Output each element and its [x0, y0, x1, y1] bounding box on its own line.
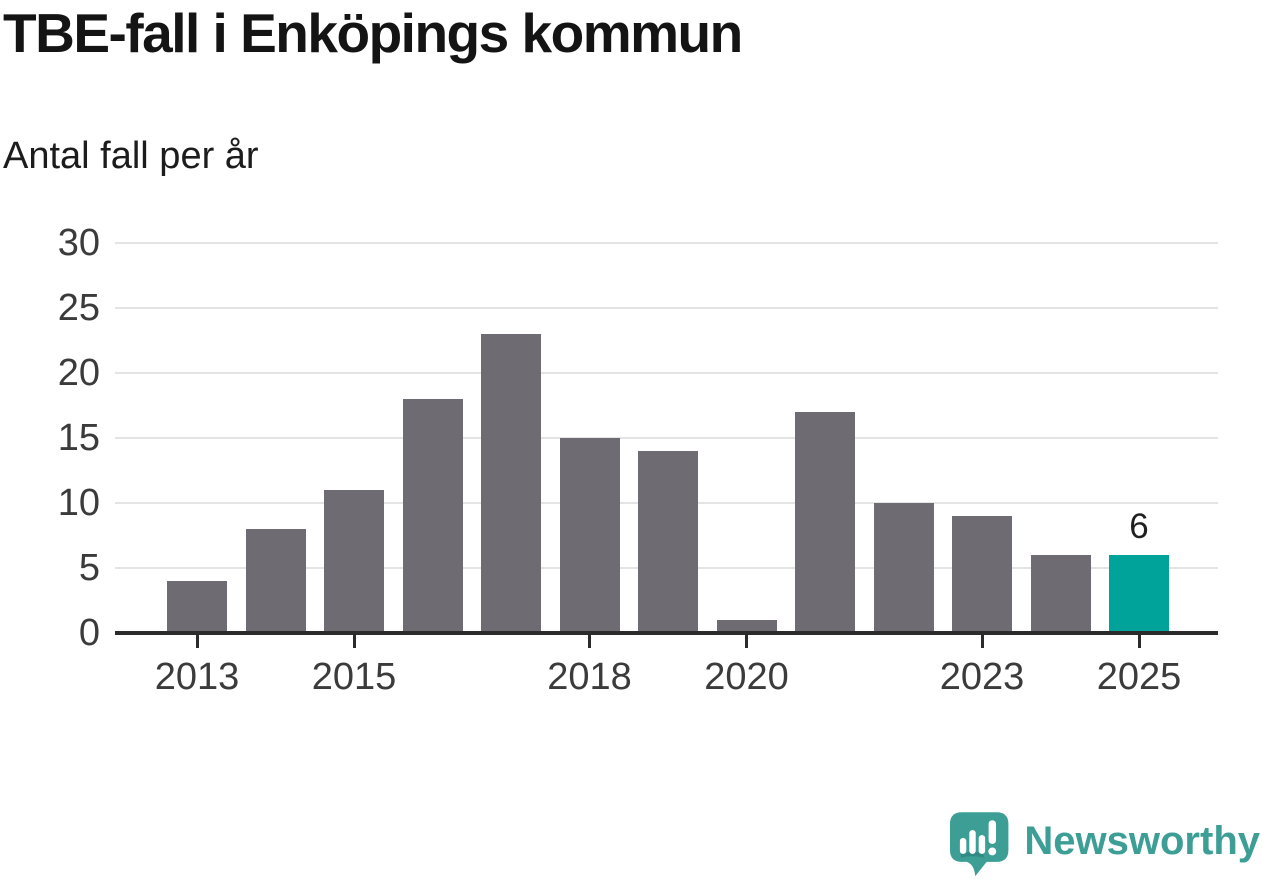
gridline-30	[115, 242, 1218, 244]
x-tick-2015	[352, 635, 356, 648]
bar-2023	[952, 516, 1012, 633]
gridline-25	[115, 307, 1218, 309]
newsworthy-speech-bubble-chart-icon	[949, 812, 1009, 877]
x-axis-label-2013: 2013	[154, 656, 240, 698]
x-axis-label-2018: 2018	[547, 656, 632, 698]
x-axis-label-2023: 2023	[939, 656, 1025, 698]
y-axis-label-0: 0	[78, 612, 100, 654]
y-axis-label-15: 15	[57, 417, 100, 459]
x-tick-2023	[980, 635, 984, 648]
y-axis-label-20: 20	[57, 352, 100, 394]
newsworthy-logo-link[interactable]: Newsworthy	[948, 810, 1260, 878]
x-axis-label-2015: 2015	[311, 656, 397, 698]
bar-2015	[324, 490, 384, 633]
y-axis-label-5: 5	[78, 547, 100, 589]
chart-title: TBE-fall i Enköpings kommun	[3, 2, 743, 64]
value-label-2025: 6	[1129, 507, 1149, 546]
y-axis-label-30: 30	[57, 222, 100, 264]
bar-2018	[559, 438, 620, 633]
x-tick-2018	[588, 635, 591, 648]
y-axis-label-25: 25	[57, 287, 100, 329]
x-axis-label-2025: 2025	[1096, 656, 1182, 698]
bar-2020	[716, 620, 777, 633]
gridline-20	[115, 372, 1218, 374]
newsworthy-logo-text: Newsworthy	[1024, 819, 1260, 863]
chart-subtitle-y-axis-unit: Antal fall per år	[3, 135, 259, 177]
bar-2025	[1109, 555, 1169, 633]
bar-2021	[795, 412, 855, 633]
x-tick-2013	[195, 635, 199, 648]
bar-2013	[167, 581, 227, 633]
x-axis-label-2020: 2020	[704, 656, 789, 698]
y-axis-label-10: 10	[57, 482, 100, 524]
bar-2017	[481, 334, 541, 633]
bar-2022	[873, 503, 934, 633]
plot-area	[115, 242, 1218, 633]
bar-2019	[638, 451, 698, 633]
x-tick-2025	[1137, 635, 1141, 648]
bar-2014	[245, 529, 306, 633]
gridline-15	[115, 437, 1218, 439]
x-axis-line	[115, 631, 1218, 635]
x-tick-2020	[745, 635, 748, 648]
bar-2024	[1030, 555, 1091, 633]
bar-2016	[402, 399, 463, 633]
